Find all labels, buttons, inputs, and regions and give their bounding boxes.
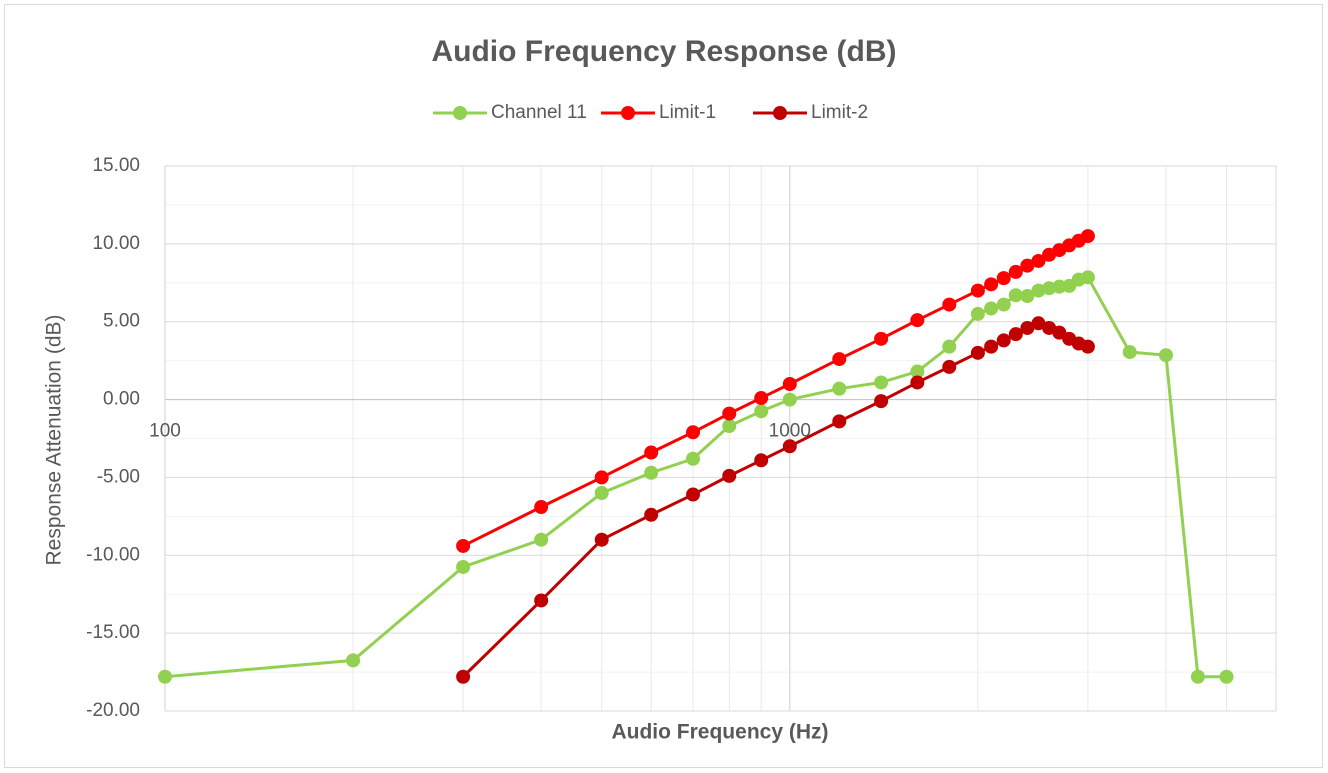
data-point bbox=[456, 538, 471, 553]
data-point bbox=[1031, 283, 1046, 298]
data-point bbox=[754, 391, 769, 406]
data-point bbox=[1122, 345, 1137, 360]
y-tick-label: -5.00 bbox=[97, 466, 140, 487]
data-point bbox=[782, 439, 797, 454]
data-point bbox=[594, 470, 609, 485]
y-tick-label: -10.00 bbox=[86, 544, 140, 565]
chart-title: Audio Frequency Response (dB) bbox=[431, 35, 896, 68]
data-point bbox=[1042, 281, 1057, 296]
data-point bbox=[686, 425, 701, 440]
data-point bbox=[996, 333, 1011, 348]
data-point bbox=[910, 375, 925, 390]
data-point bbox=[832, 352, 847, 367]
data-point bbox=[1031, 316, 1046, 331]
y-tick-label: 10.00 bbox=[92, 233, 140, 254]
legend-marker bbox=[773, 106, 787, 120]
data-point bbox=[984, 301, 999, 316]
data-point bbox=[1080, 339, 1095, 354]
data-point bbox=[874, 394, 889, 409]
data-point bbox=[722, 406, 737, 421]
y-tick-label: -15.00 bbox=[86, 622, 140, 643]
data-point bbox=[874, 331, 889, 346]
data-point bbox=[832, 414, 847, 429]
data-point bbox=[594, 486, 609, 500]
data-point bbox=[910, 313, 925, 328]
data-point bbox=[782, 392, 797, 407]
data-point bbox=[1190, 669, 1205, 684]
data-point bbox=[1080, 229, 1095, 244]
data-point bbox=[534, 593, 549, 608]
data-point bbox=[942, 359, 957, 374]
y-axis-label: Response Attenuation (dB) bbox=[43, 315, 66, 566]
data-point bbox=[456, 559, 471, 574]
data-point bbox=[1020, 289, 1035, 304]
data-point bbox=[1020, 258, 1035, 273]
data-point bbox=[1158, 348, 1173, 363]
y-tick-label: 15.00 bbox=[92, 155, 140, 176]
data-point bbox=[970, 306, 985, 321]
data-point bbox=[644, 507, 659, 522]
data-point bbox=[754, 404, 769, 419]
data-point bbox=[534, 532, 549, 547]
data-point bbox=[996, 271, 1011, 286]
data-point bbox=[158, 669, 172, 684]
data-point bbox=[970, 345, 985, 360]
data-point bbox=[1008, 264, 1023, 279]
data-point bbox=[1080, 270, 1095, 285]
x-tick-label: 1000 bbox=[769, 421, 811, 442]
data-point bbox=[1008, 288, 1023, 303]
data-point bbox=[1020, 320, 1035, 335]
legend-marker bbox=[621, 106, 635, 120]
data-point bbox=[594, 532, 609, 547]
data-point bbox=[456, 669, 471, 684]
data-point bbox=[984, 277, 999, 292]
legend-label: Limit-1 bbox=[659, 102, 716, 123]
data-point bbox=[722, 419, 737, 434]
data-point bbox=[534, 500, 549, 515]
data-point bbox=[644, 465, 659, 480]
data-point bbox=[970, 283, 985, 298]
data-point bbox=[782, 377, 797, 391]
legend-label: Limit-2 bbox=[811, 102, 868, 123]
data-point bbox=[1031, 253, 1046, 268]
data-point bbox=[1008, 327, 1023, 342]
data-point bbox=[984, 339, 999, 354]
y-tick-label: 0.00 bbox=[103, 389, 140, 410]
data-point bbox=[832, 381, 847, 396]
x-axis-label: Audio Frequency (Hz) bbox=[611, 721, 828, 744]
data-point bbox=[686, 487, 701, 502]
chart-border bbox=[4, 4, 1323, 768]
data-point bbox=[996, 297, 1011, 312]
data-point bbox=[722, 468, 737, 483]
legend-label: Channel 11 bbox=[491, 102, 587, 123]
data-point bbox=[754, 453, 769, 468]
data-point bbox=[942, 297, 957, 312]
data-point bbox=[686, 451, 701, 466]
data-point bbox=[942, 339, 957, 354]
x-tick-label: 100 bbox=[149, 421, 181, 442]
data-point bbox=[910, 364, 925, 379]
y-tick-label: 5.00 bbox=[103, 311, 140, 332]
y-tick-label: -20.00 bbox=[86, 700, 140, 721]
data-point bbox=[874, 375, 889, 390]
legend-marker bbox=[453, 106, 467, 120]
data-point bbox=[1219, 669, 1234, 684]
data-point bbox=[346, 653, 361, 668]
data-point bbox=[644, 445, 659, 460]
